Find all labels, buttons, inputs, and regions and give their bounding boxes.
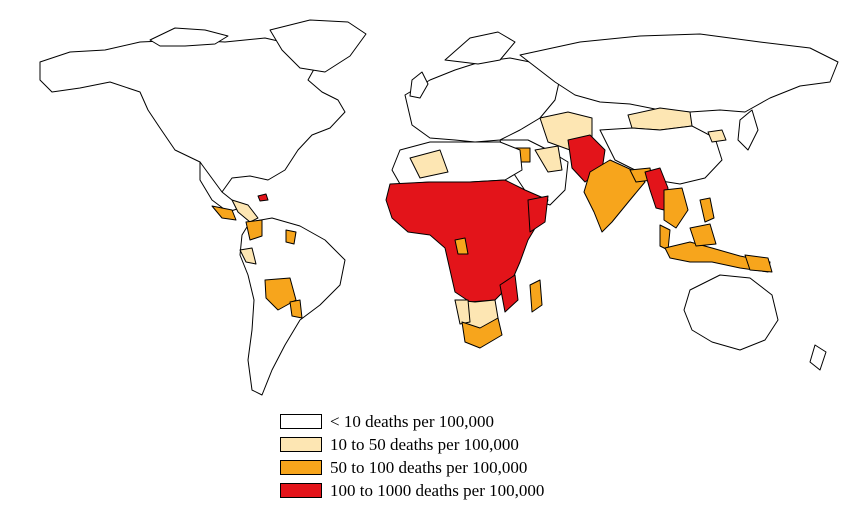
region-south-africa <box>461 317 503 349</box>
region-japan <box>737 109 759 151</box>
region-new-zealand <box>809 344 827 371</box>
legend-label-50-100: 50 to 100 deaths per 100,000 <box>330 457 528 477</box>
region-australia <box>683 274 779 351</box>
region-russia <box>519 33 839 113</box>
legend-swatch-100-1000 <box>280 483 322 498</box>
region-north-africa <box>391 141 523 185</box>
region-sub-saharan-africa <box>385 179 549 303</box>
legend-item-lt10: < 10 deaths per 100,000 <box>280 410 680 433</box>
legend-swatch-10-50 <box>280 437 322 452</box>
region-arctic-islands <box>149 27 229 47</box>
region-namibia <box>454 299 471 325</box>
region-central-america-mid <box>211 205 237 221</box>
region-guyanas <box>285 229 297 245</box>
legend-item-100-1000: 100 to 1000 deaths per 100,000 <box>280 479 680 502</box>
region-ecuador-peru <box>239 247 257 265</box>
legend-item-10-50: 10 to 50 deaths per 100,000 <box>280 433 680 456</box>
region-southeast-asia <box>663 187 689 229</box>
region-china <box>599 125 723 185</box>
region-gabon-congo <box>454 237 469 255</box>
legend-label-10-50: 10 to 50 deaths per 100,000 <box>330 434 519 454</box>
region-yemen-iraq <box>534 145 563 173</box>
world-map <box>39 19 839 396</box>
region-paraguay <box>289 299 303 319</box>
region-europe <box>404 57 561 143</box>
legend-swatch-50-100 <box>280 460 322 475</box>
region-scandinavia <box>444 31 516 65</box>
region-uk <box>409 71 429 99</box>
legend-label-lt10: < 10 deaths per 100,000 <box>330 411 494 431</box>
region-india <box>583 159 646 233</box>
map-legend: < 10 deaths per 100,000 10 to 50 deaths … <box>280 410 680 502</box>
region-algeria-libya <box>409 149 449 179</box>
region-somalia <box>527 195 549 233</box>
region-philippines <box>699 197 715 223</box>
region-central-america-low <box>231 199 259 223</box>
region-mexico <box>199 161 241 213</box>
region-malay-peninsula <box>659 224 671 251</box>
region-mozambique <box>499 274 519 313</box>
region-north-america <box>39 37 346 193</box>
region-bolivia <box>264 277 297 311</box>
region-papua <box>744 254 773 273</box>
region-haiti <box>257 193 269 202</box>
region-greenland <box>269 19 367 73</box>
region-borneo <box>689 223 717 247</box>
legend-label-100-1000: 100 to 1000 deaths per 100,000 <box>330 480 545 500</box>
legend-swatch-lt10 <box>280 414 322 429</box>
region-east-asia-low <box>707 129 727 143</box>
region-colombia-venezuela <box>245 219 263 241</box>
legend-item-50-100: 50 to 100 deaths per 100,000 <box>280 456 680 479</box>
region-madagascar <box>529 279 543 313</box>
